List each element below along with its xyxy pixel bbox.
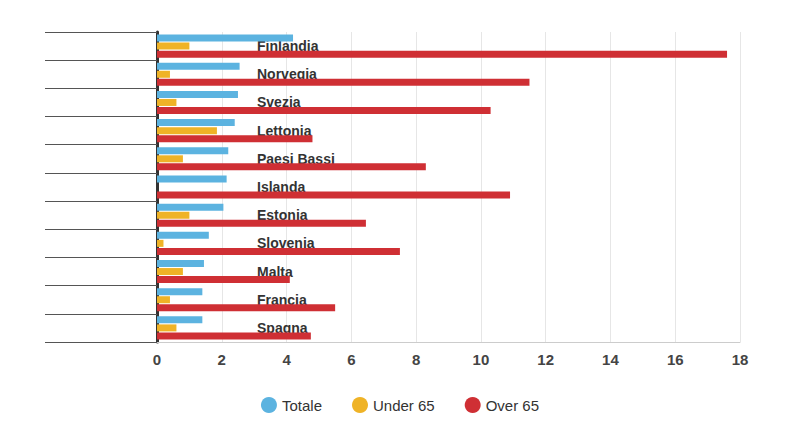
svg-text:Svezia: Svezia	[257, 94, 301, 111]
svg-text:10: 10	[473, 351, 490, 368]
svg-text:Totale: Totale	[282, 397, 322, 414]
svg-text:Under 65: Under 65	[373, 397, 435, 414]
svg-text:Malta: Malta	[257, 263, 293, 280]
svg-text:Islanda: Islanda	[257, 179, 306, 195]
svg-text:14: 14	[602, 351, 619, 368]
svg-text:18: 18	[732, 351, 749, 368]
svg-text:Francia: Francia	[257, 291, 307, 308]
svg-text:Over 65: Over 65	[486, 397, 539, 414]
svg-text:0: 0	[153, 351, 161, 368]
svg-text:2: 2	[218, 351, 226, 368]
svg-text:6: 6	[347, 351, 355, 368]
svg-text:Lettonia: Lettonia	[257, 122, 312, 139]
svg-text:8: 8	[412, 351, 420, 368]
svg-text:4: 4	[282, 351, 291, 368]
svg-text:Estonia: Estonia	[257, 207, 308, 224]
svg-text:Paesi Bassi: Paesi Bassi	[257, 150, 335, 167]
svg-text:Spagna: Spagna	[257, 319, 308, 336]
svg-text:Norvegia: Norvegia	[257, 66, 317, 83]
svg-text:16: 16	[667, 351, 684, 368]
svg-text:Slovenia: Slovenia	[257, 235, 315, 252]
svg-text:12: 12	[537, 351, 554, 368]
